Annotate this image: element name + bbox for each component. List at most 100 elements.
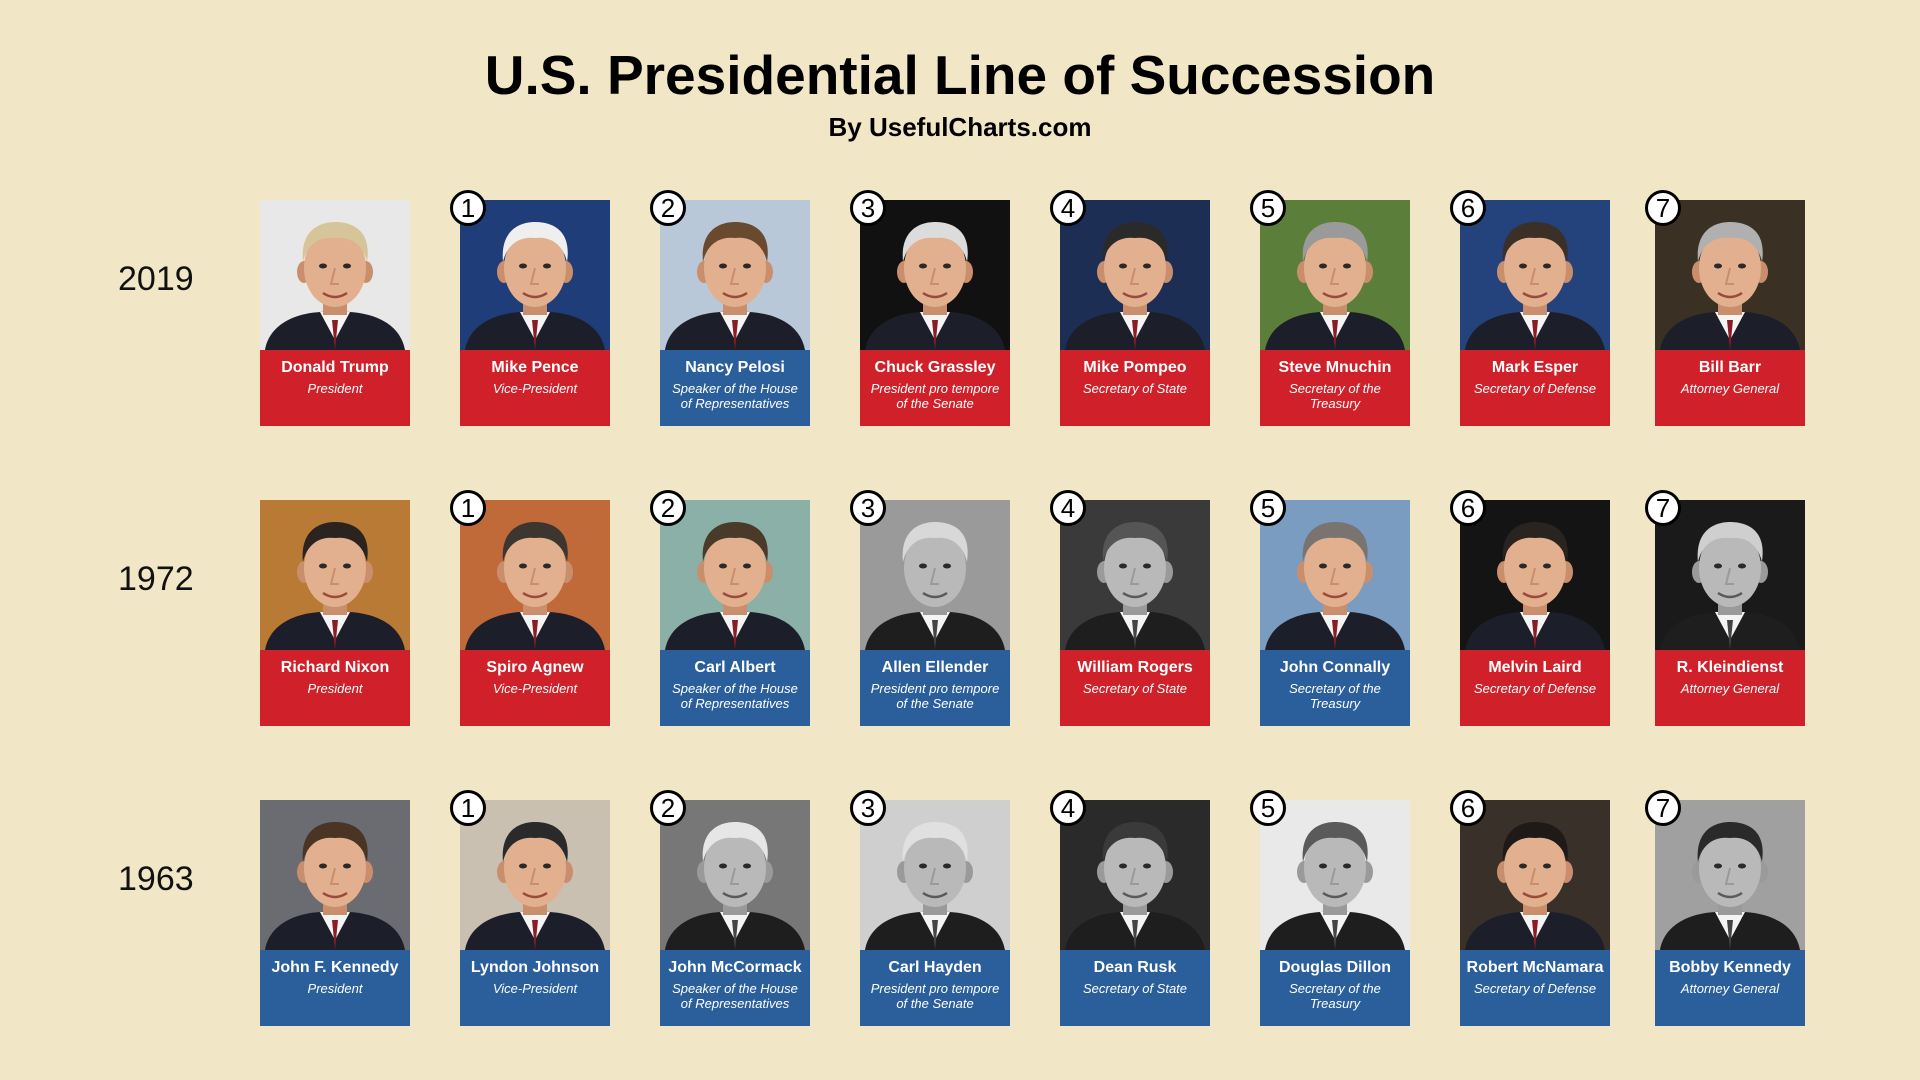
official-name: Bobby Kennedy — [1669, 959, 1791, 976]
official-name: R. Kleindienst — [1676, 659, 1784, 676]
portrait-graphic — [1060, 800, 1210, 950]
official-card: 4 Mike Pompeo Secretary of State — [1050, 190, 1210, 426]
official-card: 3 Allen Ellender President pro tempore of … — [850, 490, 1010, 726]
official-role: President pro tempore of the Senate — [870, 381, 1000, 411]
succession-rank-badge: 2 — [650, 790, 686, 826]
official-card: John F. Kennedy President — [260, 800, 410, 1026]
official-label: Donald Trump President — [260, 350, 410, 426]
official-label: William Rogers Secretary of State — [1060, 650, 1210, 726]
official-role: President — [307, 981, 363, 996]
portrait-graphic — [1260, 500, 1410, 650]
official-portrait — [660, 200, 810, 350]
portrait-graphic — [860, 500, 1010, 650]
official-card: 5 John Connally Secretary of the Treasury — [1250, 490, 1410, 726]
official-portrait — [1655, 500, 1805, 650]
official-label: Lyndon Johnson Vice-President — [460, 950, 610, 1026]
portrait-graphic — [260, 800, 410, 950]
page-title: U.S. Presidential Line of Succession — [484, 44, 1436, 106]
official-role: Secretary of State — [1082, 381, 1188, 396]
official-portrait — [1655, 800, 1805, 950]
official-role: Secretary of State — [1082, 681, 1188, 696]
official-card: 6 Melvin Laird Secretary of Defense — [1450, 490, 1610, 726]
official-role: Vice-President — [492, 681, 578, 696]
official-name: Mike Pence — [491, 359, 579, 376]
official-label: Melvin Laird Secretary of Defense — [1460, 650, 1610, 726]
official-label: Mike Pence Vice-President — [460, 350, 610, 426]
portrait-graphic — [1260, 200, 1410, 350]
official-card: 2 Carl Albert Speaker of the House of Repr… — [650, 490, 810, 726]
official-name: John Connally — [1279, 659, 1391, 676]
official-card: 2 John McCormack Speaker of the House of R… — [650, 790, 810, 1026]
official-portrait — [1060, 500, 1210, 650]
official-portrait — [460, 200, 610, 350]
official-portrait — [660, 500, 810, 650]
official-label: Carl Albert Speaker of the House of Repre… — [660, 650, 810, 726]
official-role: President — [307, 681, 363, 696]
succession-rank-badge: 6 — [1450, 190, 1486, 226]
succession-rank-badge: 7 — [1645, 790, 1681, 826]
succession-rank-badge: 6 — [1450, 490, 1486, 526]
official-label: Carl Hayden President pro tempore of the … — [860, 950, 1010, 1026]
portrait-graphic — [260, 200, 410, 350]
official-role: Speaker of the House of Representatives — [672, 681, 798, 711]
succession-rank-badge: 5 — [1250, 190, 1286, 226]
succession-rank-badge: 4 — [1050, 790, 1086, 826]
official-portrait — [860, 200, 1010, 350]
official-name: John McCormack — [668, 959, 802, 976]
portrait-graphic — [660, 200, 810, 350]
official-label: Steve Mnuchin Secretary of the Treasury — [1260, 350, 1410, 426]
official-portrait — [1655, 200, 1805, 350]
official-name: Lyndon Johnson — [470, 959, 600, 976]
official-card: 3 Chuck Grassley President pro tempore of … — [850, 190, 1010, 426]
official-label: Richard Nixon President — [260, 650, 410, 726]
succession-rank-badge: 5 — [1250, 490, 1286, 526]
official-label: John F. Kennedy President — [260, 950, 410, 1026]
succession-rank-badge: 3 — [850, 190, 886, 226]
official-name: Dean Rusk — [1093, 959, 1177, 976]
official-card: 6 Mark Esper Secretary of Defense — [1450, 190, 1610, 426]
official-label: Spiro Agnew Vice-President — [460, 650, 610, 726]
header: U.S. Presidential Line of Succession By … — [0, 40, 1920, 144]
succession-rank-badge: 1 — [450, 790, 486, 826]
official-card: 2 Nancy Pelosi Speaker of the House of Rep… — [650, 190, 810, 426]
official-role: Secretary of the Treasury — [1289, 681, 1381, 711]
official-label: John Connally Secretary of the Treasury — [1260, 650, 1410, 726]
official-name: Donald Trump — [281, 359, 389, 376]
official-name: Richard Nixon — [280, 659, 390, 676]
official-card: 6 Robert McNamara Secretary of Defense — [1450, 790, 1610, 1026]
portrait-graphic — [460, 200, 610, 350]
portrait-graphic — [860, 200, 1010, 350]
portrait-graphic — [1460, 200, 1610, 350]
portrait-graphic — [1460, 800, 1610, 950]
portrait-graphic — [1655, 200, 1805, 350]
official-name: Carl Albert — [694, 659, 776, 676]
succession-rank-badge: 4 — [1050, 490, 1086, 526]
official-portrait — [260, 200, 410, 350]
official-card: 1 Spiro Agnew Vice-President — [450, 490, 610, 726]
portrait-graphic — [460, 500, 610, 650]
official-label: Bobby Kennedy Attorney General — [1655, 950, 1805, 1026]
portrait-graphic — [1655, 800, 1805, 950]
official-card: 4 Dean Rusk Secretary of State — [1050, 790, 1210, 1026]
succession-rank-badge: 4 — [1050, 190, 1086, 226]
official-card: 3 Carl Hayden President pro tempore of the… — [850, 790, 1010, 1026]
succession-rank-badge: 7 — [1645, 490, 1681, 526]
official-portrait — [260, 800, 410, 950]
official-label: Douglas Dillon Secretary of the Treasury — [1260, 950, 1410, 1026]
official-role: Vice-President — [492, 381, 578, 396]
official-role: President — [307, 381, 363, 396]
official-name: Nancy Pelosi — [685, 359, 785, 376]
official-label: Bill Barr Attorney General — [1655, 350, 1805, 426]
official-card: 1 Lyndon Johnson Vice-President — [450, 790, 610, 1026]
official-role: Attorney General — [1680, 681, 1780, 696]
succession-row: 1972 Richard Nixon President 1 Spiro Agnew Vi… — [0, 490, 1920, 726]
official-card: 1 Mike Pence Vice-President — [450, 190, 610, 426]
portrait-graphic — [860, 800, 1010, 950]
official-label: John McCormack Speaker of the House of Re… — [660, 950, 810, 1026]
official-portrait — [1460, 200, 1610, 350]
official-portrait — [460, 800, 610, 950]
official-name: Bill Barr — [1698, 359, 1762, 376]
official-portrait — [260, 500, 410, 650]
official-role: Speaker of the House of Representatives — [672, 381, 798, 411]
official-portrait — [1260, 500, 1410, 650]
